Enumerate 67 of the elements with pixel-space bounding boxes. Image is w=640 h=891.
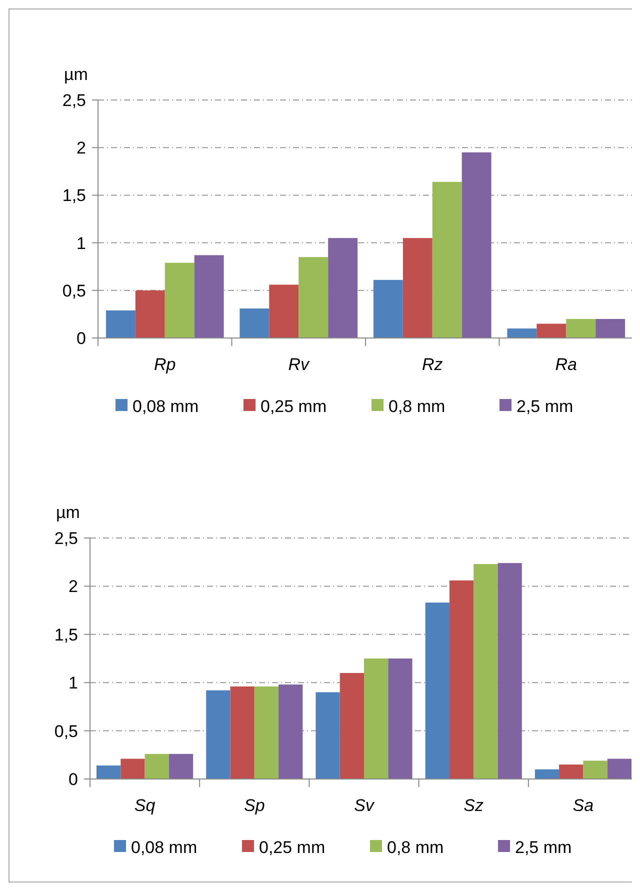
bar xyxy=(230,686,254,779)
bar xyxy=(96,766,121,779)
legend-label: 0,08 mm xyxy=(131,838,198,857)
x-tick-label: Sa xyxy=(572,796,594,815)
bar xyxy=(432,182,462,338)
bar xyxy=(566,318,596,338)
bar xyxy=(278,684,303,779)
bar xyxy=(373,280,403,338)
x-tick-label: Sz xyxy=(464,796,484,815)
y-tick-label: 2 xyxy=(76,138,86,158)
bar xyxy=(507,328,537,338)
bar xyxy=(144,754,169,779)
bar xyxy=(607,758,632,779)
bar xyxy=(328,238,358,338)
bar xyxy=(340,672,364,779)
bar xyxy=(164,262,194,338)
y-tick-label: 0,5 xyxy=(54,722,78,741)
bar xyxy=(402,238,432,338)
x-tick-label: Rz xyxy=(422,355,444,374)
legend-label: 0,8 mm xyxy=(388,396,446,416)
bar xyxy=(106,310,136,338)
bar xyxy=(462,152,492,338)
y-tick-label: 0,5 xyxy=(62,281,86,300)
x-tick-label: Rp xyxy=(154,355,176,374)
x-tick-label: Sp xyxy=(244,796,265,815)
y-tick-label: 2,5 xyxy=(62,90,86,110)
bar xyxy=(536,324,566,338)
x-tick-label: Sq xyxy=(134,796,156,815)
x-tick-label: Sv xyxy=(354,796,376,815)
bar xyxy=(240,308,270,338)
bar xyxy=(168,754,194,779)
bar xyxy=(254,686,279,779)
bar xyxy=(449,580,474,779)
y-tick-label: 1,5 xyxy=(54,625,78,644)
y-tick-label: 2 xyxy=(68,577,78,596)
legend-label: 0,25 mm xyxy=(259,838,326,857)
bar xyxy=(534,769,560,779)
legend-label: 0,8 mm xyxy=(387,838,444,857)
y-tick-label: 0 xyxy=(76,328,86,348)
legend-label: 2,5 mm xyxy=(515,838,572,857)
bar xyxy=(388,658,412,779)
x-tick-label: Rv xyxy=(288,355,311,374)
bar xyxy=(298,257,328,338)
bar xyxy=(364,658,388,779)
y-tick-label: 2,5 xyxy=(54,528,78,548)
y-tick-label: 1 xyxy=(68,674,78,693)
bar xyxy=(206,690,230,779)
x-tick-label: Ra xyxy=(555,355,577,374)
bar xyxy=(498,563,522,779)
legend-label: 0,25 mm xyxy=(260,396,327,416)
y-tick-label: 1,5 xyxy=(62,186,86,206)
y-axis-title: µm xyxy=(56,503,80,522)
bar xyxy=(596,318,626,338)
bar xyxy=(316,692,340,779)
y-tick-label: 1 xyxy=(76,234,86,253)
legend-label: 0,08 mm xyxy=(132,396,199,416)
bar xyxy=(559,764,584,779)
bar xyxy=(583,760,608,779)
bar xyxy=(194,255,224,338)
bar xyxy=(120,758,145,779)
bar xyxy=(474,564,498,779)
y-tick-label: 0 xyxy=(68,770,78,789)
legend-label: 2,5 mm xyxy=(516,396,574,416)
bar xyxy=(425,602,450,779)
bar xyxy=(269,284,299,338)
bar xyxy=(135,290,165,338)
y-axis-title: µm xyxy=(64,65,88,84)
